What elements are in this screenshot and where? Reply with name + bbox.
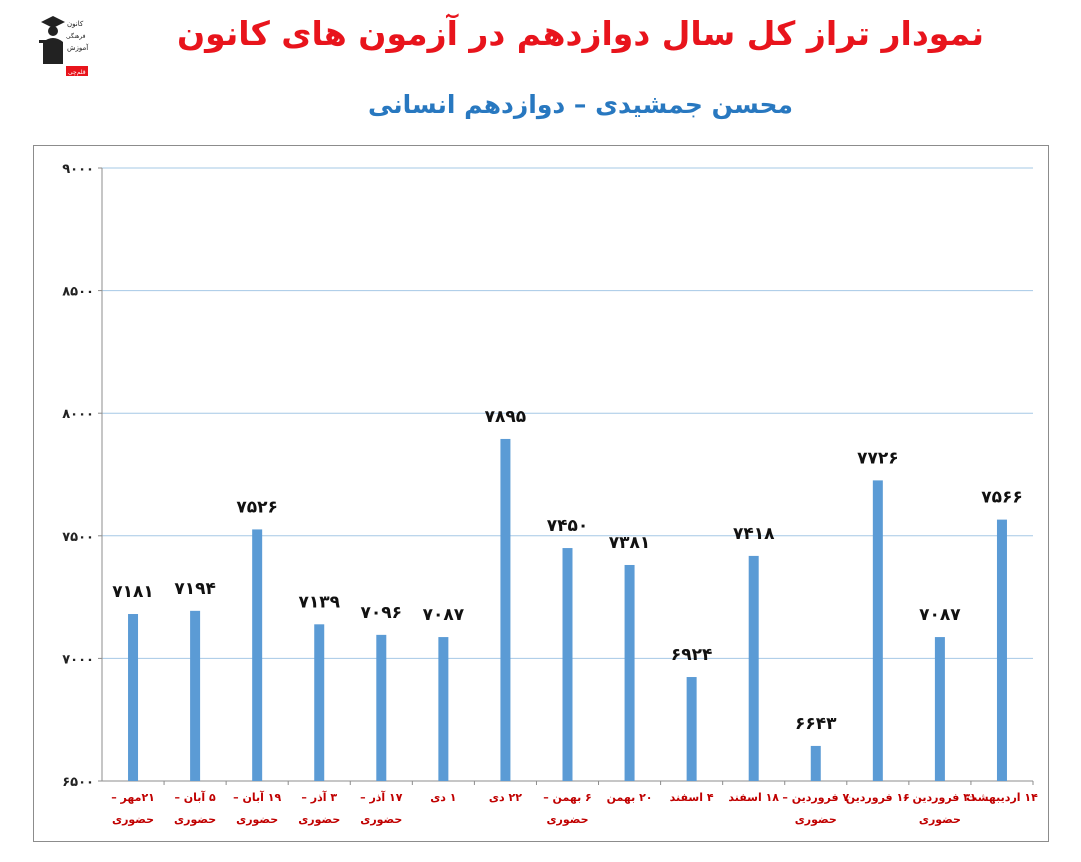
x-tick-label: ۷ فروردین – xyxy=(782,791,849,804)
data-label: ۷۰۹۶ xyxy=(361,603,403,623)
bar xyxy=(190,610,201,781)
bar xyxy=(438,637,449,781)
svg-text:قلم‌چی: قلم‌چی xyxy=(68,69,86,76)
chart-area: ۶۵۰۰ ۷۰۰۰ ۷۵۰۰ ۸۰۰۰ ۸۵۰۰ ۹۰۰۰ ۷۱۸۱ ۲۱مهر – حضوری… xyxy=(33,145,1049,842)
svg-text:آموزش: آموزش xyxy=(67,43,89,52)
data-label: ۷۰۸۷ xyxy=(423,605,465,625)
bar xyxy=(996,519,1007,781)
bar xyxy=(500,438,511,781)
data-label: ۶۶۴۳ xyxy=(795,714,837,734)
kanoon-logo: کانون فرهنگی آموزش قلم‌چی xyxy=(33,12,93,78)
bar xyxy=(748,555,759,781)
bar xyxy=(376,634,387,781)
y-tick-label: ۷۰۰۰ xyxy=(62,652,94,667)
svg-text:فرهنگی: فرهنگی xyxy=(66,32,86,40)
x-tick-label: ۳۱ فروردین – xyxy=(903,791,977,804)
bar xyxy=(128,614,139,781)
x-tick-label: ۳ آذر – xyxy=(301,790,337,804)
data-label: ۷۳۸۱ xyxy=(609,533,651,553)
y-tick-label: ۹۰۰۰ xyxy=(62,162,94,177)
x-tick-label: حضوری xyxy=(546,813,588,826)
data-label: ۷۱۹۴ xyxy=(174,579,216,599)
bar-chart: ۶۵۰۰ ۷۰۰۰ ۷۵۰۰ ۸۰۰۰ ۸۵۰۰ ۹۰۰۰ ۷۱۸۱ ۲۱مهر – حضوری… xyxy=(62,162,1038,826)
chart-title: نمودار تراز کل سال دوازدهم در آزمون های … xyxy=(176,14,985,53)
x-tick-label: ۱۴ اردیبهشت xyxy=(966,791,1038,804)
bar xyxy=(934,637,945,781)
x-tick-label: حضوری xyxy=(236,813,278,826)
x-tick-label: حضوری xyxy=(919,813,961,826)
bar xyxy=(314,624,325,781)
data-label: ۷۴۱۸ xyxy=(733,524,775,544)
data-label: ۷۵۲۶ xyxy=(236,497,278,517)
bar xyxy=(562,548,573,781)
x-tick-label: ۱۹ آبان – xyxy=(233,790,281,804)
x-tick-label: ۱۸ اسفند xyxy=(728,791,779,804)
x-tick-label: حضوری xyxy=(795,813,837,826)
bar xyxy=(872,480,883,781)
svg-text:کانون: کانون xyxy=(67,20,84,28)
x-tick-label: ۱۶ فروردین xyxy=(846,791,910,804)
x-tick-label: حضوری xyxy=(298,813,340,826)
x-tick-label: ۶ بهمن – xyxy=(543,791,592,804)
x-tick-label: ۲۱مهر – xyxy=(111,791,155,804)
x-tick-label: حضوری xyxy=(174,813,216,826)
data-label: ۷۱۸۱ xyxy=(112,582,154,602)
x-tick-label: ۲۰ بهمن xyxy=(607,791,653,804)
data-label: ۷۴۵۰ xyxy=(547,516,589,536)
x-tick-label: ۵ آبان – xyxy=(174,790,216,804)
x-tick-label: ۱ دی xyxy=(430,791,456,804)
x-tick-label: ۲۲ دی xyxy=(489,791,522,804)
x-tick-label: ۴ اسفند xyxy=(670,791,714,804)
data-label: ۷۱۳۹ xyxy=(298,592,340,612)
y-tick-label: ۶۵۰۰ xyxy=(62,775,94,790)
x-tick-label: ۱۷ آذر – xyxy=(360,790,403,804)
bar xyxy=(624,564,635,781)
data-label: ۷۵۶۶ xyxy=(981,488,1023,508)
x-tick-label: حضوری xyxy=(112,813,154,826)
data-label: ۷۰۸۷ xyxy=(919,605,961,625)
data-label: ۷۸۹۵ xyxy=(485,407,527,427)
y-tick-label: ۸۵۰۰ xyxy=(62,285,94,300)
x-tick-label: حضوری xyxy=(360,813,402,826)
bar xyxy=(810,745,821,781)
y-tick-label: ۸۰۰۰ xyxy=(62,407,94,422)
data-label: ۶۹۲۴ xyxy=(671,645,713,665)
bar xyxy=(686,677,697,781)
bar xyxy=(252,529,263,781)
data-label: ۷۷۲۶ xyxy=(857,448,899,468)
y-tick-label: ۷۵۰۰ xyxy=(62,530,94,545)
chart-subtitle: محسن جمشیدی – دوازدهم انسانی xyxy=(367,90,794,119)
